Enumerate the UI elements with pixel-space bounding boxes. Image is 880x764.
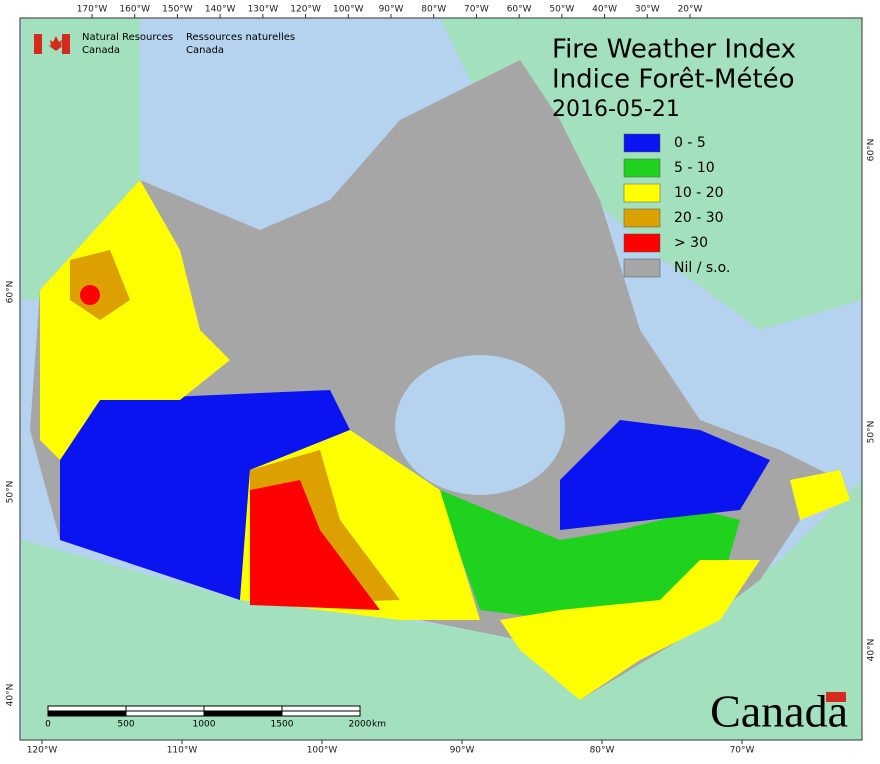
legend-swatch bbox=[623, 133, 661, 153]
map-frame bbox=[19, 17, 863, 741]
legend-swatch bbox=[623, 183, 661, 203]
scale-segment bbox=[203, 705, 283, 712]
legend-swatch bbox=[623, 208, 661, 228]
graticule-label: 70°W bbox=[464, 5, 489, 15]
zone-10-20-west bbox=[40, 180, 230, 460]
flag-bar bbox=[62, 34, 70, 54]
zone-0-5-quebec bbox=[560, 420, 770, 530]
graticule-label: 60°N bbox=[867, 139, 877, 162]
graticule-label: 30°W bbox=[635, 5, 660, 15]
graticule-label: 100°W bbox=[333, 5, 364, 15]
legend-label: 10 - 20 bbox=[674, 185, 724, 201]
graticule-label: 50°N bbox=[867, 421, 877, 444]
zone-10-20-newfoundland bbox=[790, 470, 850, 520]
graticule-label: 60°W bbox=[507, 5, 532, 15]
scale-unit: km bbox=[372, 720, 386, 730]
graticule-label: 110°W bbox=[167, 746, 198, 756]
zone-0-5-west bbox=[60, 390, 350, 600]
scale-segment bbox=[125, 710, 205, 717]
graticule-label: 120°W bbox=[27, 746, 58, 756]
graticule-label: 80°W bbox=[590, 746, 615, 756]
maple-leaf bbox=[48, 36, 64, 51]
graticule-label: 60°N bbox=[6, 281, 16, 304]
graticule-label: 150°W bbox=[162, 5, 193, 15]
flag-bar bbox=[34, 34, 42, 54]
scale-label: 1000 bbox=[193, 720, 216, 730]
alaska bbox=[22, 18, 140, 300]
agency-en: Canada bbox=[82, 45, 120, 56]
hudson-bay bbox=[395, 355, 565, 495]
graticule-label: 130°W bbox=[248, 5, 279, 15]
graticule-label: 100°W bbox=[307, 746, 338, 756]
scale-segment bbox=[281, 710, 361, 717]
zone-5-10-band bbox=[350, 430, 740, 620]
graticule-label: 40°N bbox=[867, 639, 877, 662]
legend-label: 0 - 5 bbox=[674, 135, 706, 151]
legend-label: Nil / s.o. bbox=[674, 260, 730, 276]
graticule-label: 140°W bbox=[205, 5, 236, 15]
graticule-label: 80°W bbox=[421, 5, 446, 15]
graticule-label: 40°N bbox=[6, 684, 16, 707]
graticule-label: 160°W bbox=[119, 5, 150, 15]
legend-swatch bbox=[623, 158, 661, 178]
graticule-label: 120°W bbox=[290, 5, 321, 15]
scale-segment bbox=[47, 705, 127, 712]
graticule-label: 90°W bbox=[450, 746, 475, 756]
title: Fire Weather Index bbox=[552, 35, 796, 65]
agency-fr: Canada bbox=[186, 45, 224, 56]
graticule-label: 90°W bbox=[379, 5, 404, 15]
legend-label: > 30 bbox=[674, 235, 708, 251]
scale-segment bbox=[47, 710, 127, 717]
scale-label: 1500 bbox=[271, 720, 294, 730]
united-states bbox=[22, 480, 862, 740]
zone-10-20-east bbox=[500, 560, 760, 700]
legend-swatch bbox=[623, 233, 661, 253]
graticule-label: 50°N bbox=[6, 481, 16, 504]
scale-label: 0 bbox=[45, 720, 51, 730]
legend-swatch bbox=[623, 258, 661, 278]
zone-30-west bbox=[80, 285, 100, 305]
scale-segment bbox=[281, 705, 361, 712]
date: 2016-05-21 bbox=[552, 97, 680, 122]
graticule-label: 170°W bbox=[77, 5, 108, 15]
agency-en: Natural Resources bbox=[82, 32, 173, 43]
legend-label: 20 - 30 bbox=[674, 210, 724, 226]
scale-label: 2000 bbox=[349, 720, 372, 730]
graticule-label: 50°W bbox=[549, 5, 574, 15]
legend-label: 5 - 10 bbox=[674, 160, 715, 176]
title: Indice Forêt-Météo bbox=[552, 65, 795, 95]
agency-fr: Ressources naturelles bbox=[186, 32, 295, 43]
wordmark: Canada bbox=[710, 686, 848, 737]
graticule-label: 40°W bbox=[592, 5, 617, 15]
zone-30-prairie bbox=[250, 480, 380, 610]
graticule-label: 20°W bbox=[678, 5, 703, 15]
wordmark-flag bbox=[826, 692, 846, 702]
scale-segment bbox=[203, 710, 283, 717]
graticule-label: 70°W bbox=[730, 746, 755, 756]
scale-label: 500 bbox=[117, 720, 134, 730]
scale-segment bbox=[125, 705, 205, 712]
